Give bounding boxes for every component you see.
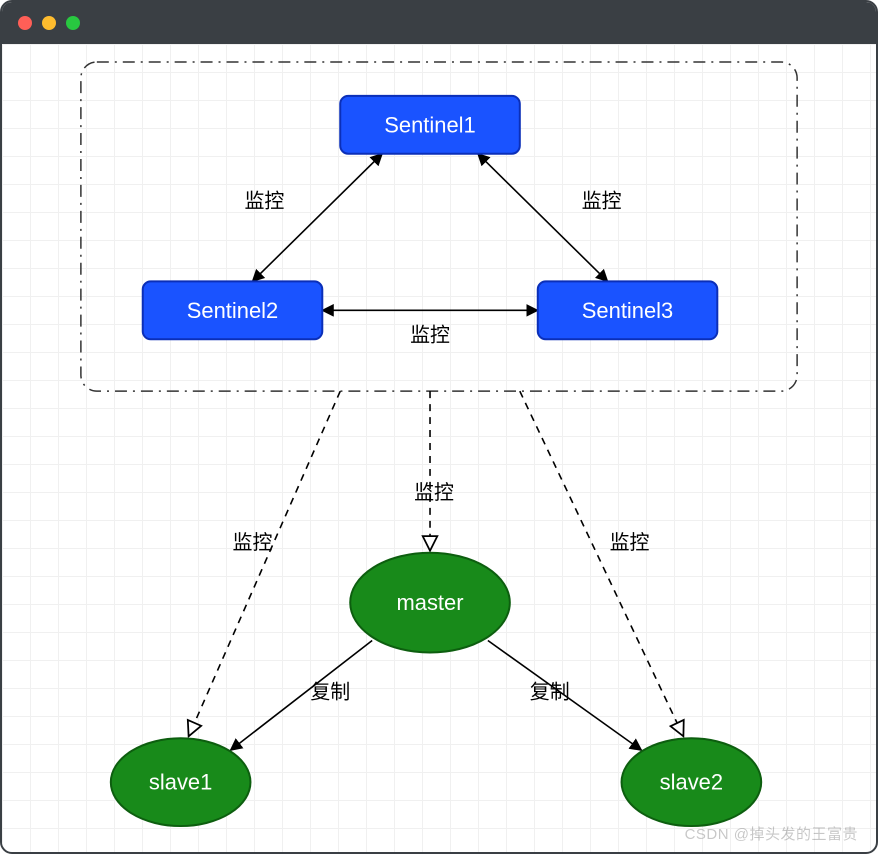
minimize-icon[interactable] [42,16,56,30]
diagram-canvas: Sentinel1 Sentinel2 Sentinel3 master slave1 s… [2,44,876,852]
node-label-sentinel2: Sentinel2 [187,298,278,323]
diagram-svg: Sentinel1 Sentinel2 Sentinel3 master slave1 s… [2,44,876,852]
node-label-sentinel3: Sentinel3 [582,298,673,323]
edge-m-s1 [231,641,373,751]
node-label-sentinel1: Sentinel1 [384,112,475,137]
node-label-slave2: slave2 [660,770,723,795]
edge-s1-s3 [478,154,608,282]
node-label-master: master [396,590,463,615]
edge-label-c-master: 监控 [414,481,454,504]
edge-s1-s2 [252,154,382,282]
edge-label-m-s1: 复制 [310,680,350,703]
edge-label-s2-s3: 监控 [410,323,450,346]
app-window: Sentinel1 Sentinel2 Sentinel3 master slave1 s… [0,0,878,854]
titlebar [2,2,876,44]
edge-label-c-slave2: 监控 [610,531,650,554]
edge-label-m-s2: 复制 [530,680,570,703]
node-label-slave1: slave1 [149,770,212,795]
close-icon[interactable] [18,16,32,30]
edge-label-c-slave1: 监控 [233,531,273,554]
watermark: CSDN @掉头发的王富贵 [685,823,858,844]
zoom-icon[interactable] [66,16,80,30]
edge-label-s1-s2: 监控 [244,190,284,213]
edge-label-s1-s3: 监控 [582,190,622,213]
